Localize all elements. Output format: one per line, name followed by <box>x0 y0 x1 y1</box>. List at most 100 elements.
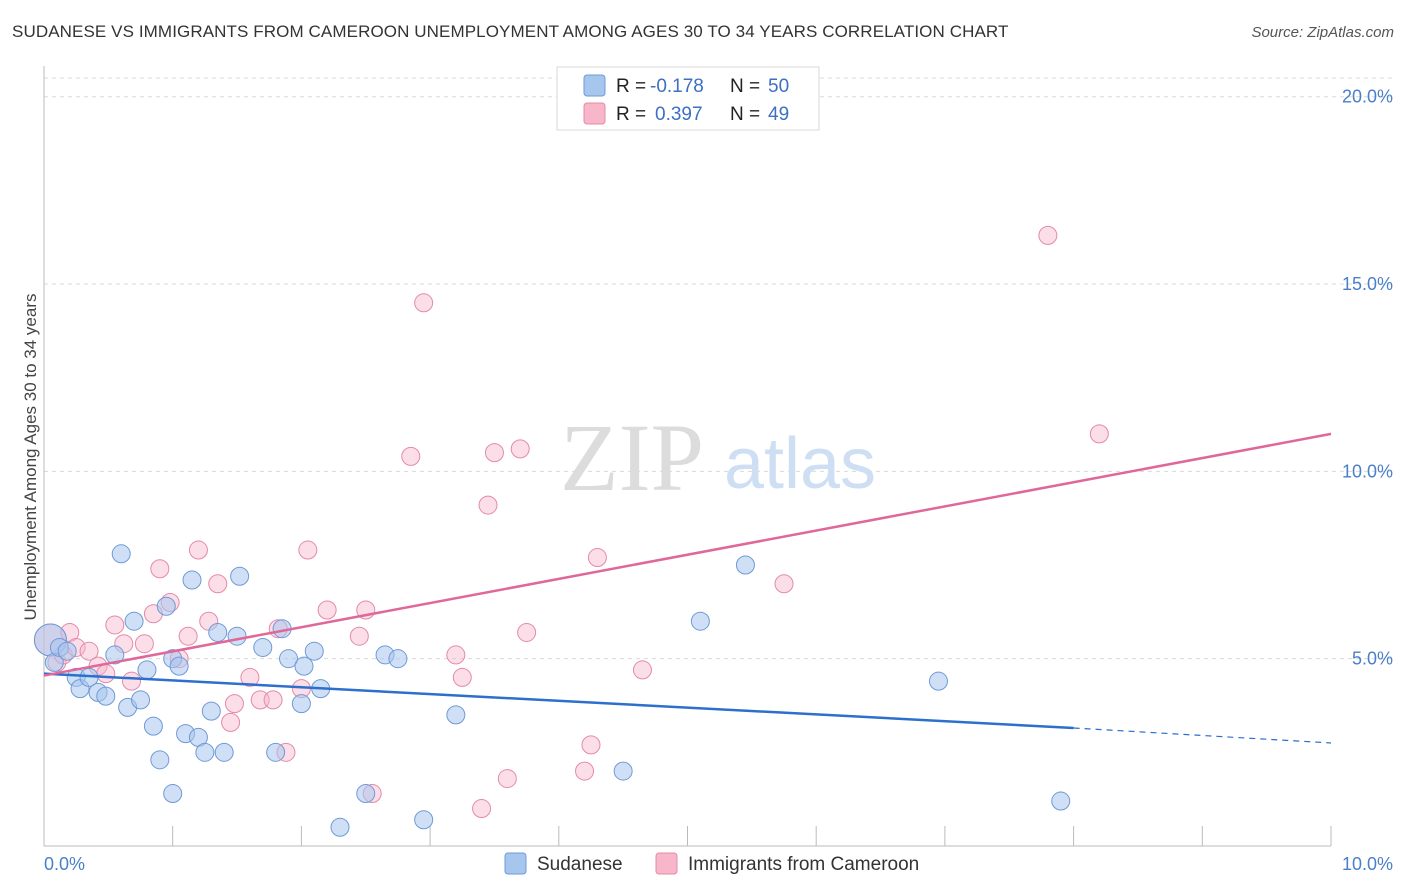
series-sudanese-points <box>33 544 1071 837</box>
point-cameroon-46 <box>632 660 652 680</box>
point-cameroon-29 <box>317 600 337 620</box>
point-sudanese-10 <box>111 544 131 564</box>
point-cameroon-20 <box>221 712 241 732</box>
point-cameroon-7 <box>96 664 116 684</box>
point-cameroon-23 <box>250 690 270 710</box>
point-cameroon-16 <box>178 626 198 646</box>
point-sudanese-8 <box>96 686 116 706</box>
chart-title: SUDANESE VS IMMIGRANTS FROM CAMEROON UNE… <box>12 22 1009 41</box>
watermark-zip: ZIP <box>560 404 704 511</box>
y-tick-label-0: 5.0% <box>1352 649 1393 669</box>
point-cameroon-11 <box>134 634 154 654</box>
point-cameroon-13 <box>150 559 170 579</box>
legend-n-value-cameroon: 49 <box>768 104 789 125</box>
point-sudanese-38 <box>330 817 350 837</box>
tick-labels: 5.0% 10.0% 15.0% 20.0% 0.0% 10.0% <box>44 87 1393 874</box>
legend-r-value-sudanese: -0.178 <box>650 76 704 97</box>
point-sudanese-35 <box>294 656 314 676</box>
point-sudanese-46 <box>735 555 755 575</box>
point-cameroon-24 <box>263 690 283 710</box>
series-legend: Sudanese Immigrants from Cameroon <box>504 852 919 875</box>
y-tick-label-1: 10.0% <box>1342 461 1393 481</box>
trend-line-sudanese-extension <box>1073 727 1332 744</box>
point-cameroon-41 <box>510 439 530 459</box>
point-sudanese-45 <box>690 611 710 631</box>
point-cameroon-19 <box>208 574 228 594</box>
point-sudanese-39 <box>356 784 376 804</box>
point-cameroon-48 <box>1038 225 1058 245</box>
trend-lines <box>43 432 1332 744</box>
point-cameroon-38 <box>478 495 498 515</box>
point-cameroon-35 <box>446 645 466 665</box>
point-sudanese-30 <box>253 637 273 657</box>
y-tick-label-2: 15.0% <box>1342 274 1393 294</box>
correlation-legend: R = -0.178 N = 50 R = 0.397 N = 49 <box>556 66 820 131</box>
legend-n-value-sudanese: 50 <box>768 76 789 97</box>
point-sudanese-17 <box>156 596 176 616</box>
point-sudanese-22 <box>182 570 202 590</box>
point-sudanese-29 <box>230 566 250 586</box>
legend-r-label-2: R = <box>616 104 646 125</box>
point-sudanese-48 <box>1051 791 1071 811</box>
point-cameroon-10 <box>122 671 142 691</box>
trend-line-sudanese <box>43 672 1074 730</box>
point-sudanese-27 <box>214 742 234 762</box>
point-sudanese-33 <box>279 649 299 669</box>
point-cameroon-47 <box>774 574 794 594</box>
legend-n-label-2: N = <box>730 104 760 125</box>
point-sudanese-43 <box>446 705 466 725</box>
legend-r-label-1: R = <box>616 76 646 97</box>
point-cameroon-43 <box>575 761 595 781</box>
y-tick-label-3: 20.0% <box>1342 87 1393 107</box>
bottom-legend-label-sudanese: Sudanese <box>537 854 623 875</box>
point-sudanese-20 <box>169 656 189 676</box>
point-cameroon-33 <box>401 446 421 466</box>
point-sudanese-31 <box>266 742 286 762</box>
point-sudanese-9 <box>105 645 125 665</box>
point-cameroon-5 <box>79 641 99 661</box>
legend-swatch-cameroon <box>583 102 606 125</box>
point-cameroon-45 <box>587 548 607 568</box>
point-sudanese-26 <box>208 622 228 642</box>
point-cameroon-34 <box>414 293 434 313</box>
point-cameroon-28 <box>298 540 318 560</box>
point-sudanese-24 <box>195 742 215 762</box>
point-sudanese-16 <box>150 750 170 770</box>
point-sudanese-28 <box>227 626 247 646</box>
point-cameroon-30 <box>349 626 369 646</box>
point-sudanese-13 <box>131 690 151 710</box>
x-tick-label-min: 0.0% <box>44 854 85 874</box>
bottom-legend-label-cameroon: Immigrants from Cameroon <box>688 854 919 875</box>
legend-swatch-sudanese <box>583 74 606 97</box>
point-cameroon-22 <box>240 667 260 687</box>
y-axis-label: Unemployment Among Ages 30 to 34 years <box>21 294 40 621</box>
point-sudanese-12 <box>124 611 144 631</box>
source-note: Source: ZipAtlas.com <box>1251 24 1394 41</box>
point-sudanese-34 <box>291 694 311 714</box>
point-cameroon-40 <box>497 769 517 789</box>
point-cameroon-44 <box>581 735 601 755</box>
trend-line-cameroon <box>43 432 1332 677</box>
watermark-atlas: atlas <box>724 424 876 504</box>
point-sudanese-44 <box>613 761 633 781</box>
point-sudanese-18 <box>163 784 183 804</box>
point-sudanese-25 <box>201 701 221 721</box>
point-cameroon-17 <box>188 540 208 560</box>
point-cameroon-8 <box>105 615 125 635</box>
point-sudanese-3 <box>57 641 77 661</box>
point-sudanese-41 <box>388 649 408 669</box>
point-sudanese-47 <box>928 671 948 691</box>
point-cameroon-39 <box>484 443 504 463</box>
point-cameroon-42 <box>517 622 537 642</box>
axes <box>43 66 1332 847</box>
point-sudanese-42 <box>414 810 434 830</box>
point-cameroon-36 <box>452 667 472 687</box>
bottom-legend-swatch-sudanese <box>504 852 527 875</box>
point-sudanese-14 <box>137 660 157 680</box>
point-cameroon-21 <box>224 694 244 714</box>
legend-n-label-1: N = <box>730 76 760 97</box>
bottom-legend-swatch-cameroon <box>655 852 678 875</box>
legend-r-value-cameroon: 0.397 <box>655 104 703 125</box>
x-tick-label-max: 10.0% <box>1342 854 1393 874</box>
